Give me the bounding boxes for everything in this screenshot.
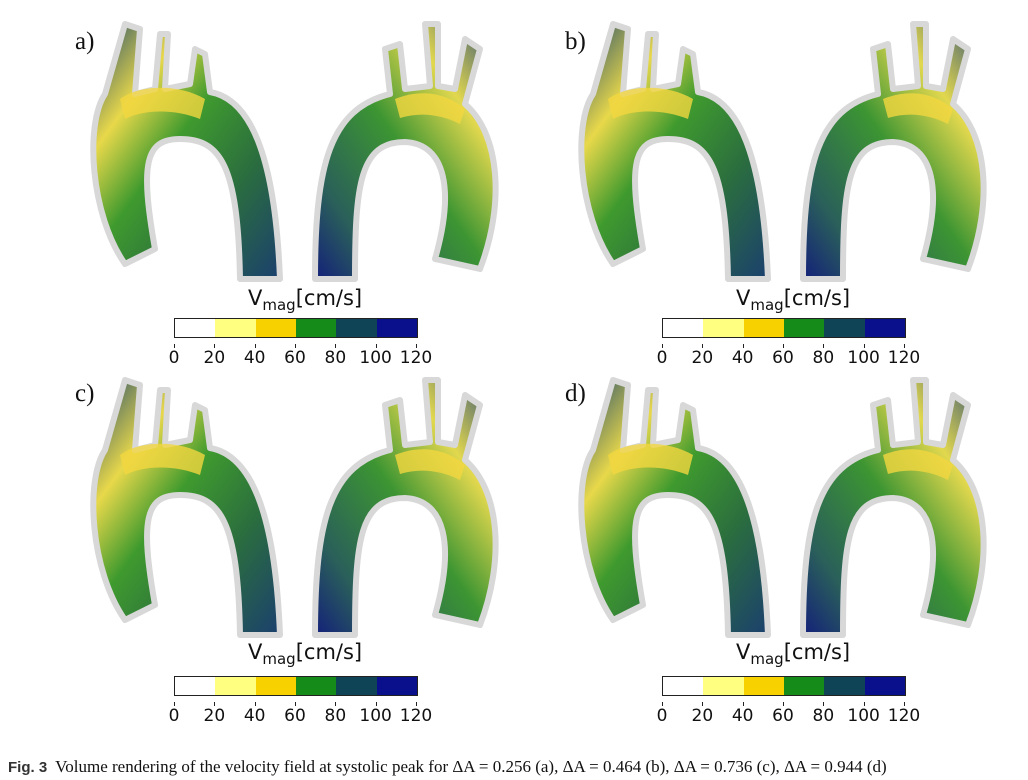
- colorbar-segment: [703, 677, 743, 695]
- panel-b: b) Vmag[cm/s] 0 20 40 60 80 100 120: [548, 14, 1028, 376]
- colorbar-segment: [703, 319, 743, 337]
- colorbar-segment: [336, 677, 376, 695]
- aorta-rendering: [60, 14, 550, 289]
- colorbar-tick-label: 120: [888, 706, 920, 726]
- colorbar-segment: [215, 677, 255, 695]
- colorbar-segment: [175, 319, 215, 337]
- aorta-rendering: [60, 370, 550, 645]
- colorbar-ticks: 0 20 40 60 80 100 120: [662, 706, 904, 728]
- colorbar-tick-label: 100: [359, 706, 391, 726]
- colorbar-segment: [256, 319, 296, 337]
- colorbar-tick-label: 100: [847, 706, 879, 726]
- colorbar-tick-label: 40: [244, 348, 266, 368]
- colorbar-tick-label: 80: [325, 348, 347, 368]
- colorbar-tick-label: 120: [400, 348, 432, 368]
- colorbar-tick-label: 60: [772, 348, 794, 368]
- figure-caption: Fig. 3 Volume rendering of the velocity f…: [8, 757, 887, 777]
- panel-c: c) Vmag[cm/s] 0 20 40 60 80 100 120: [60, 370, 550, 732]
- colorbar-tick-label: 120: [888, 348, 920, 368]
- colorbar-tick-label: 0: [657, 348, 668, 368]
- colorbar-tick-label: 40: [732, 348, 754, 368]
- colorbar-tick-label: 0: [657, 706, 668, 726]
- colorbar-tick-label: 80: [813, 348, 835, 368]
- colorbar-segment: [336, 319, 376, 337]
- colorbar-segment: [663, 319, 703, 337]
- colorbar-tick-label: 100: [359, 348, 391, 368]
- colorbar-segment: [865, 319, 905, 337]
- colorbar-title: Vmag[cm/s]: [248, 286, 362, 314]
- colorbar-segment: [663, 677, 703, 695]
- colorbar-segment: [296, 677, 336, 695]
- colorbar-segment: [215, 319, 255, 337]
- colorbar-segment: [784, 677, 824, 695]
- colorbar-tick-label: 60: [772, 706, 794, 726]
- colorbar-segment: [784, 319, 824, 337]
- colorbar-tick-label: 120: [400, 706, 432, 726]
- colorbar-tick-label: 80: [325, 706, 347, 726]
- colorbar-tick-label: 60: [284, 706, 306, 726]
- panel-a: a) Vmag[cm/s] 0 20 40 60 80 100 120: [60, 14, 550, 376]
- caption-text: Volume rendering of the velocity field a…: [55, 757, 887, 776]
- colorbar-ticks: 0 20 40 60 80 100 120: [662, 348, 904, 370]
- figure-number: Fig. 3: [8, 759, 47, 776]
- colorbar-tick-label: 0: [169, 706, 180, 726]
- colorbar-tick-label: 80: [813, 706, 835, 726]
- colorbar-tick-label: 100: [847, 348, 879, 368]
- colorbar-title: Vmag[cm/s]: [248, 640, 362, 668]
- colorbar: [174, 676, 418, 696]
- colorbar: [662, 318, 906, 338]
- colorbar-segment: [744, 319, 784, 337]
- colorbar-tick-label: 40: [732, 706, 754, 726]
- colorbar-segment: [824, 677, 864, 695]
- colorbar-tick-label: 60: [284, 348, 306, 368]
- colorbar-tick-label: 40: [244, 706, 266, 726]
- colorbar-title: Vmag[cm/s]: [736, 640, 850, 668]
- aorta-rendering: [548, 370, 1028, 645]
- colorbar-ticks: 0 20 40 60 80 100 120: [174, 706, 416, 728]
- colorbar-tick-label: 20: [692, 706, 714, 726]
- colorbar-segment: [296, 319, 336, 337]
- colorbar-segment: [175, 677, 215, 695]
- aorta-rendering: [548, 14, 1028, 289]
- colorbar-segment: [824, 319, 864, 337]
- colorbar: [662, 676, 906, 696]
- colorbar-tick-label: 20: [204, 706, 226, 726]
- colorbar-segment: [377, 677, 417, 695]
- colorbar-segment: [256, 677, 296, 695]
- colorbar: [174, 318, 418, 338]
- colorbar-tick-label: 0: [169, 348, 180, 368]
- colorbar-segment: [377, 319, 417, 337]
- panel-d: d) Vmag[cm/s] 0 20 40 60 80 100 120: [548, 370, 1028, 732]
- colorbar-tick-label: 20: [692, 348, 714, 368]
- colorbar-segment: [744, 677, 784, 695]
- colorbar-ticks: 0 20 40 60 80 100 120: [174, 348, 416, 370]
- colorbar-segment: [865, 677, 905, 695]
- colorbar-title: Vmag[cm/s]: [736, 286, 850, 314]
- colorbar-tick-label: 20: [204, 348, 226, 368]
